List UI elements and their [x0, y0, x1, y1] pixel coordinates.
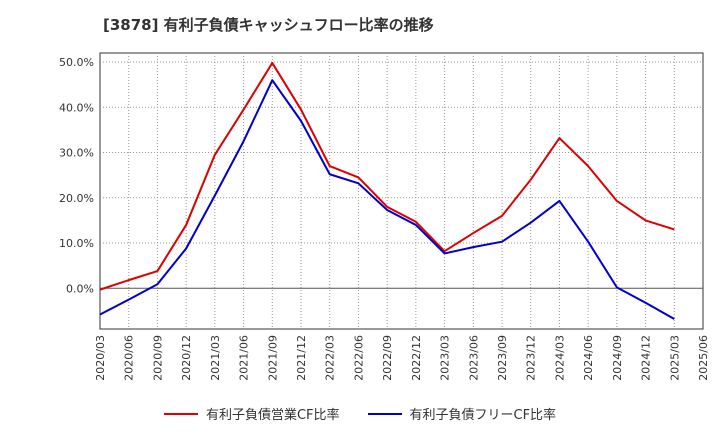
x-tick-label: 2020/12 [180, 335, 193, 381]
series-line-1 [99, 61, 675, 291]
x-tick-label: 2022/09 [381, 335, 394, 381]
x-tick-label: 2021/12 [295, 335, 308, 381]
series-line-2 [99, 79, 675, 320]
y-tick-label: 30.0% [59, 147, 94, 160]
y-axis-ticks: 50.0% 40.0% 30.0% 20.0% 10.0% 0.0% [59, 56, 94, 295]
x-tick-label: 2024/03 [553, 335, 566, 381]
y-tick-label: 50.0% [59, 56, 94, 69]
x-tick-label: 2021/09 [266, 335, 279, 381]
legend-label: 有利子負債フリーCF比率 [409, 408, 557, 423]
y-tick-label: 10.0% [59, 237, 94, 250]
x-tick-label: 2023/06 [467, 335, 480, 381]
legend-label: 有利子負債営業CF比率 [205, 408, 340, 423]
x-tick-label: 2024/12 [640, 335, 653, 381]
x-tick-label: 2020/09 [151, 335, 164, 381]
x-tick-label: 2022/03 [324, 335, 337, 381]
legend-item-1: 有利子負債営業CF比率 [163, 404, 340, 423]
legend: 有利子負債営業CF比率 有利子負債フリーCF比率 [0, 404, 720, 423]
x-tick-label: 2025/06 [697, 335, 710, 381]
x-tick-label: 2020/06 [123, 335, 136, 381]
y-tick-label: 40.0% [59, 101, 94, 114]
y-tick-label: 20.0% [59, 192, 94, 205]
grid-lines [100, 53, 703, 329]
legend-swatch [367, 412, 402, 415]
chart-title: [3878] 有利子負債キャッシュフロー比率の推移 [103, 16, 434, 34]
x-tick-label: 2025/03 [668, 335, 681, 381]
legend-item-2: 有利子負債フリーCF比率 [367, 404, 557, 423]
x-tick-label: 2021/06 [238, 335, 251, 381]
x-tick-label: 2020/03 [94, 335, 107, 381]
x-tick-label: 2023/09 [496, 335, 509, 381]
x-tick-label: 2021/03 [209, 335, 222, 381]
x-tick-label: 2023/12 [525, 335, 538, 381]
x-tick-label: 2022/06 [352, 335, 365, 381]
x-tick-label: 2024/09 [611, 335, 624, 381]
x-tick-label: 2022/12 [410, 335, 423, 381]
x-axis-ticks: 2020/03 2020/06 2020/09 2020/12 2021/03 2021/… [94, 335, 710, 381]
x-tick-label: 2024/06 [582, 335, 595, 381]
x-tick-label: 2023/03 [439, 335, 452, 381]
plot-area [99, 52, 704, 330]
y-tick-label: 0.0% [66, 282, 94, 295]
series-lines [99, 61, 675, 320]
legend-swatch [163, 412, 198, 415]
